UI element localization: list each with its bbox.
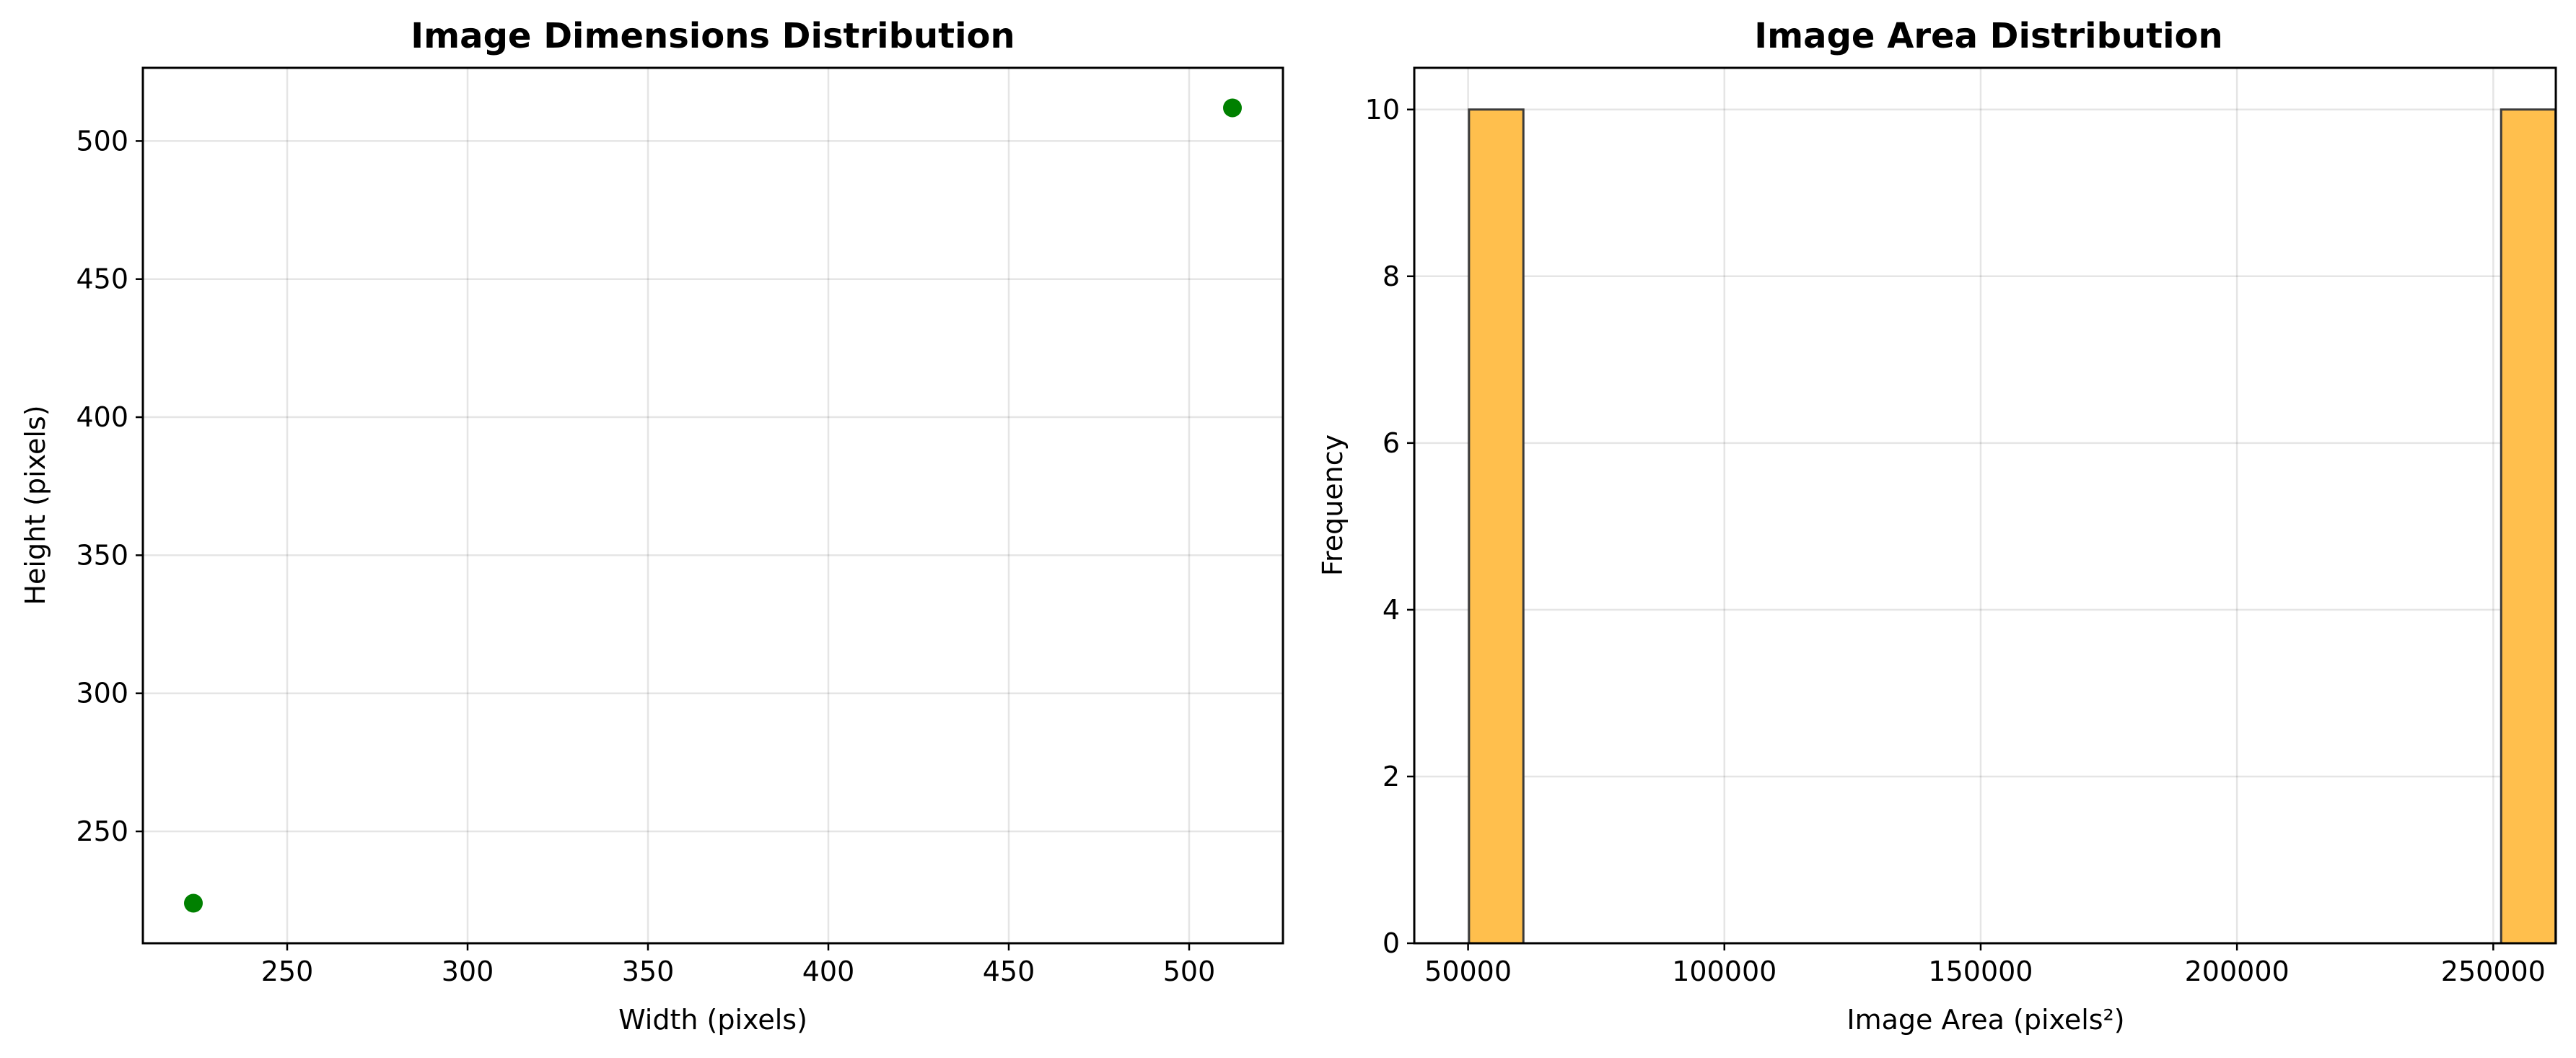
histogram-y-tick-label: 10 — [1365, 94, 1400, 126]
scatter-y-tick-label: 500 — [76, 125, 128, 157]
histogram-bars — [1468, 108, 2557, 945]
scatter-y-ticks: 250 300 350 400 450 500 — [76, 125, 143, 847]
histogram-x-ticks: 50000 100000 150000 200000 250000 — [1424, 943, 2546, 987]
histogram-y-tick-label: 0 — [1383, 927, 1400, 959]
scatter-y-tick-label: 250 — [76, 816, 128, 847]
histogram-bar — [2500, 108, 2557, 945]
scatter-x-tick-label: 500 — [1163, 956, 1216, 987]
histogram-y-tick-label: 8 — [1383, 261, 1400, 292]
scatter-point — [184, 893, 203, 913]
histogram-title: Image Area Distribution — [1754, 16, 2222, 56]
histogram-x-axis-label: Image Area (pixels²) — [1846, 1004, 2124, 1036]
histogram-y-tick-label: 2 — [1383, 761, 1400, 792]
scatter-y-tick-label: 350 — [76, 539, 128, 571]
histogram-x-tick-label: 150000 — [1928, 956, 2033, 987]
histogram-plot-frame — [1413, 66, 2557, 945]
scatter-x-tick-label: 450 — [983, 956, 1035, 987]
scatter-x-tick-label: 300 — [442, 956, 494, 987]
scatter-x-tick-label: 350 — [622, 956, 675, 987]
scatter-x-ticks: 250 300 350 400 450 500 — [261, 943, 1216, 987]
scatter-point — [1223, 98, 1242, 118]
scatter-grid — [143, 68, 1283, 943]
histogram-x-tick-label: 200000 — [2185, 956, 2290, 987]
scatter-y-tick-label: 400 — [76, 401, 128, 433]
scatter-panel: Image Dimensions Distribution 250 300 350 4… — [19, 16, 1284, 1036]
scatter-plot-frame — [141, 66, 1284, 945]
histogram-bar — [1468, 108, 1525, 945]
histogram-y-tick-label: 6 — [1383, 427, 1400, 459]
scatter-title: Image Dimensions Distribution — [411, 16, 1015, 56]
histogram-y-ticks: 0 2 4 6 8 10 — [1365, 94, 1414, 959]
scatter-points — [184, 98, 1242, 913]
histogram-y-axis-label: Frequency — [1317, 434, 1349, 576]
histogram-x-tick-label: 100000 — [1672, 956, 1777, 987]
histogram-y-tick-label: 4 — [1383, 594, 1400, 626]
scatter-y-axis-label: Height (pixels) — [19, 405, 51, 605]
scatter-x-tick-label: 250 — [261, 956, 314, 987]
scatter-y-tick-label: 300 — [76, 678, 128, 709]
histogram-x-tick-label: 50000 — [1424, 956, 1512, 987]
scatter-x-axis-label: Width (pixels) — [618, 1004, 807, 1036]
scatter-x-tick-label: 400 — [802, 956, 855, 987]
histogram-panel: Image Area Distribution 50000 100000 15000… — [1317, 16, 2557, 1036]
histogram-x-tick-label: 250000 — [2441, 956, 2546, 987]
scatter-y-tick-label: 450 — [76, 263, 128, 295]
histogram-grid — [1414, 68, 2556, 945]
